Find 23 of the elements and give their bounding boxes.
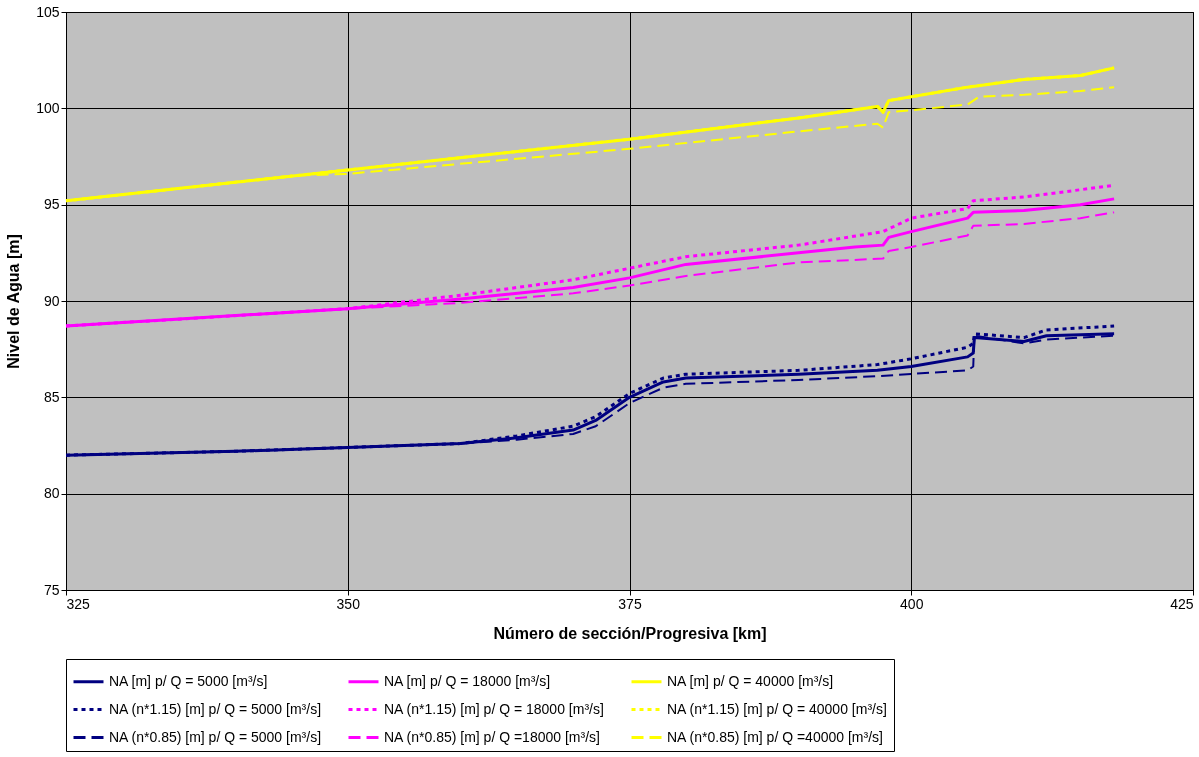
y-tick-label: 85 (43, 388, 60, 405)
legend-label: NA (n*0.85) [m] p/ Q =40000 [m³/s] (667, 728, 883, 745)
x-axis-title: Número de sección/Progresiva [km] (493, 624, 767, 642)
legend-label: NA (n*1.15) [m] p/ Q = 40000 [m³/s] (667, 700, 887, 717)
legend-label: NA [m] p/ Q = 5000 [m³/s] (109, 672, 268, 689)
y-axis-title: Nivel de Agua [m] (5, 234, 23, 369)
legend-label: NA (n*1.15) [m] p/ Q = 18000 [m³/s] (384, 700, 604, 717)
x-tick-label: 350 (336, 595, 361, 612)
y-tick-label: 95 (43, 196, 60, 213)
legend-label: NA (n*0.85) [m] p/ Q =18000 [m³/s] (384, 728, 600, 745)
y-tick-label: 90 (43, 292, 60, 309)
y-tick-label: 105 (36, 3, 60, 20)
x-tick-label: 425 (1170, 595, 1194, 612)
legend-label: NA (n*0.85) [m] p/ Q = 5000 [m³/s] (109, 728, 322, 745)
y-tick-label: 100 (36, 99, 60, 116)
legend-label: NA (n*1.15) [m] p/ Q = 5000 [m³/s] (109, 700, 322, 717)
y-tick-label: 80 (43, 485, 60, 502)
legend-label: NA [m] p/ Q = 18000 [m³/s] (384, 672, 551, 689)
x-tick-label: 375 (618, 595, 642, 612)
legend-label: NA [m] p/ Q = 40000 [m³/s] (667, 672, 834, 689)
x-tick-label: 400 (900, 595, 924, 612)
y-tick-label: 75 (43, 581, 60, 598)
x-tick-label: 325 (66, 595, 91, 612)
